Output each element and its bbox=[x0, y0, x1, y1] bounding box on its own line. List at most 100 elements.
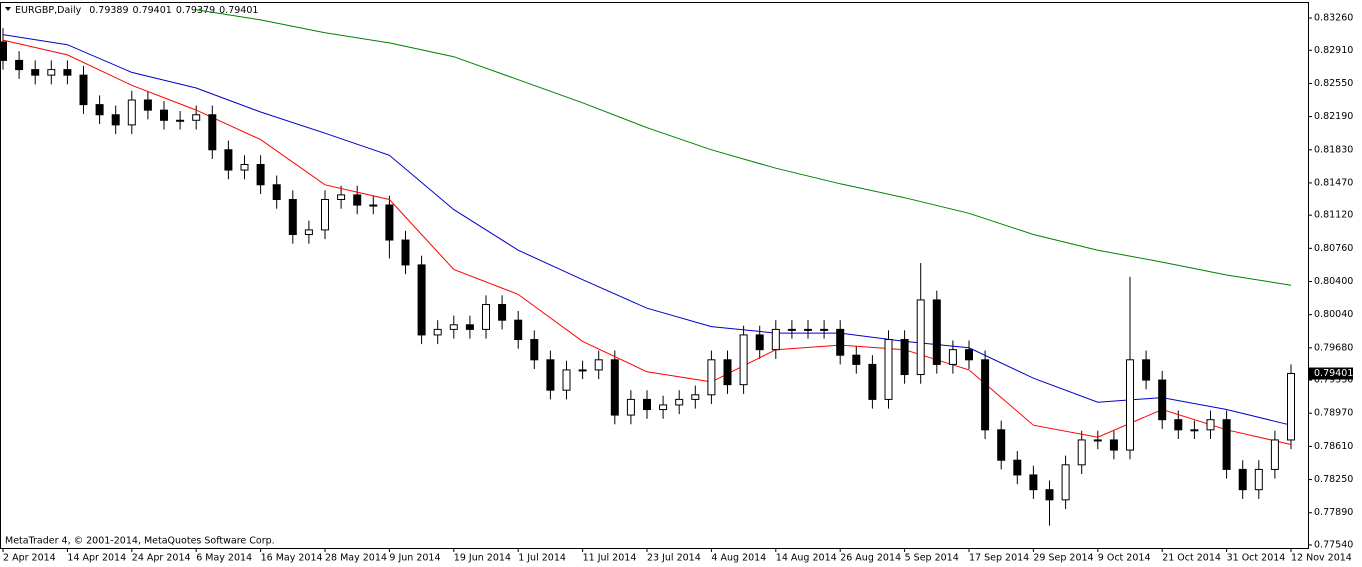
candle-body bbox=[820, 328, 829, 331]
x-tick-label: 24 Apr 2014 bbox=[132, 553, 191, 564]
candle-body bbox=[224, 149, 233, 171]
candle-body bbox=[981, 359, 990, 431]
copyright: MetaTrader 4, © 2001-2014, MetaQuotes So… bbox=[5, 536, 275, 547]
candle-body bbox=[900, 339, 909, 376]
candle-body bbox=[852, 354, 861, 365]
candle-body bbox=[272, 184, 281, 201]
x-tick-label: 28 May 2014 bbox=[325, 553, 387, 564]
y-tick-label: 0.81830 bbox=[1314, 144, 1353, 155]
candle-body bbox=[1206, 419, 1215, 431]
y-tick-label: 0.77890 bbox=[1314, 507, 1353, 518]
x-tick-label: 23 Jul 2014 bbox=[647, 553, 701, 564]
candle-body bbox=[1174, 419, 1183, 431]
y-tick-label: 0.78970 bbox=[1314, 408, 1353, 419]
last-price-box bbox=[1309, 367, 1353, 380]
x-tick-label: 6 May 2014 bbox=[196, 553, 252, 564]
candle-body bbox=[465, 324, 474, 330]
candle-body bbox=[63, 69, 72, 76]
candle-body bbox=[1045, 489, 1054, 501]
y-tick-label: 0.81470 bbox=[1314, 177, 1353, 188]
x-tick-label: 14 Apr 2014 bbox=[67, 553, 126, 564]
y-tick-label: 0.80400 bbox=[1314, 276, 1353, 287]
x-tick-label: 31 Oct 2014 bbox=[1227, 553, 1286, 564]
candle-body bbox=[755, 334, 764, 351]
candle-body bbox=[176, 119, 185, 122]
header-value: 0.79401 bbox=[219, 5, 258, 16]
y-tick-label: 0.78610 bbox=[1314, 441, 1353, 452]
candle-body bbox=[1061, 464, 1070, 501]
x-tick-label: 11 Jul 2014 bbox=[583, 553, 637, 564]
candle-body bbox=[95, 104, 104, 116]
y-tick-label: 0.83260 bbox=[1314, 13, 1353, 24]
x-tick-label: 5 Sep 2014 bbox=[905, 553, 959, 564]
moving-average-line bbox=[196, 9, 1292, 286]
candle-body bbox=[240, 164, 249, 171]
candle-body bbox=[1238, 468, 1247, 491]
candle-body bbox=[353, 194, 362, 206]
candle-body bbox=[836, 328, 845, 356]
moving-average-line bbox=[2, 39, 1292, 445]
candle-body bbox=[498, 304, 507, 321]
x-tick-label: 9 Jun 2014 bbox=[389, 553, 440, 564]
candle-body bbox=[530, 339, 539, 361]
moving-average-line bbox=[2, 34, 1292, 426]
candle-body bbox=[578, 369, 587, 372]
candle-body bbox=[868, 363, 877, 400]
x-tick-label: 21 Oct 2014 bbox=[1162, 553, 1221, 564]
candle-body bbox=[192, 114, 201, 121]
candle-body bbox=[288, 199, 297, 236]
candle-body bbox=[1270, 439, 1279, 470]
candle-body bbox=[79, 74, 88, 106]
menu-arrow[interactable] bbox=[5, 7, 11, 11]
candle-body bbox=[15, 59, 24, 71]
candle-body bbox=[562, 369, 571, 391]
candle-body bbox=[1158, 379, 1167, 421]
x-tick-label: 12 Nov 2014 bbox=[1291, 553, 1352, 564]
y-tick-label: 0.78250 bbox=[1314, 474, 1353, 485]
candle-body bbox=[787, 328, 796, 331]
x-tick-label: 2 Apr 2014 bbox=[3, 553, 56, 564]
candle-body bbox=[707, 359, 716, 396]
y-tick-label: 0.79330 bbox=[1314, 375, 1353, 386]
y-tick-label: 0.82190 bbox=[1314, 111, 1353, 122]
candle-body bbox=[321, 199, 329, 231]
candle-body bbox=[659, 404, 668, 411]
candle-body bbox=[369, 204, 378, 207]
candle-body bbox=[31, 69, 40, 76]
x-tick-label: 9 Oct 2014 bbox=[1098, 553, 1151, 564]
x-tick-label: 16 May 2014 bbox=[261, 553, 323, 564]
candle-body bbox=[916, 299, 925, 376]
candle-body bbox=[594, 359, 603, 371]
x-tick-label: 1 Jul 2014 bbox=[518, 553, 566, 564]
candle-body bbox=[0, 41, 7, 61]
candle-body bbox=[401, 239, 410, 266]
y-tick-label: 0.77540 bbox=[1314, 539, 1353, 550]
candle-body bbox=[675, 398, 684, 406]
candle-body bbox=[1013, 459, 1022, 476]
candle-body bbox=[208, 114, 217, 151]
y-tick-label: 0.80760 bbox=[1314, 243, 1353, 254]
candle-body bbox=[514, 319, 523, 341]
candle-body bbox=[1109, 439, 1118, 451]
header-value: 0.79401 bbox=[133, 5, 172, 16]
candle-body bbox=[691, 394, 700, 400]
candle-body bbox=[948, 349, 957, 365]
x-tick-label: 14 Aug 2014 bbox=[776, 553, 837, 564]
candle-body bbox=[1126, 359, 1134, 451]
candle-body bbox=[337, 194, 346, 201]
y-tick-label: 0.82550 bbox=[1314, 78, 1353, 89]
candle-body bbox=[1077, 439, 1086, 466]
candle-body bbox=[449, 324, 458, 330]
candle-body bbox=[1254, 468, 1263, 491]
y-tick-label: 0.80040 bbox=[1314, 309, 1353, 320]
candle-body bbox=[997, 429, 1006, 461]
header-value: 0.79389 bbox=[89, 5, 128, 16]
candle-body bbox=[965, 349, 973, 361]
candle-body bbox=[723, 359, 732, 386]
plot-frame bbox=[0, 2, 1309, 549]
candle-body bbox=[739, 334, 748, 386]
candle-body bbox=[1029, 474, 1038, 491]
candle-body bbox=[546, 359, 555, 391]
